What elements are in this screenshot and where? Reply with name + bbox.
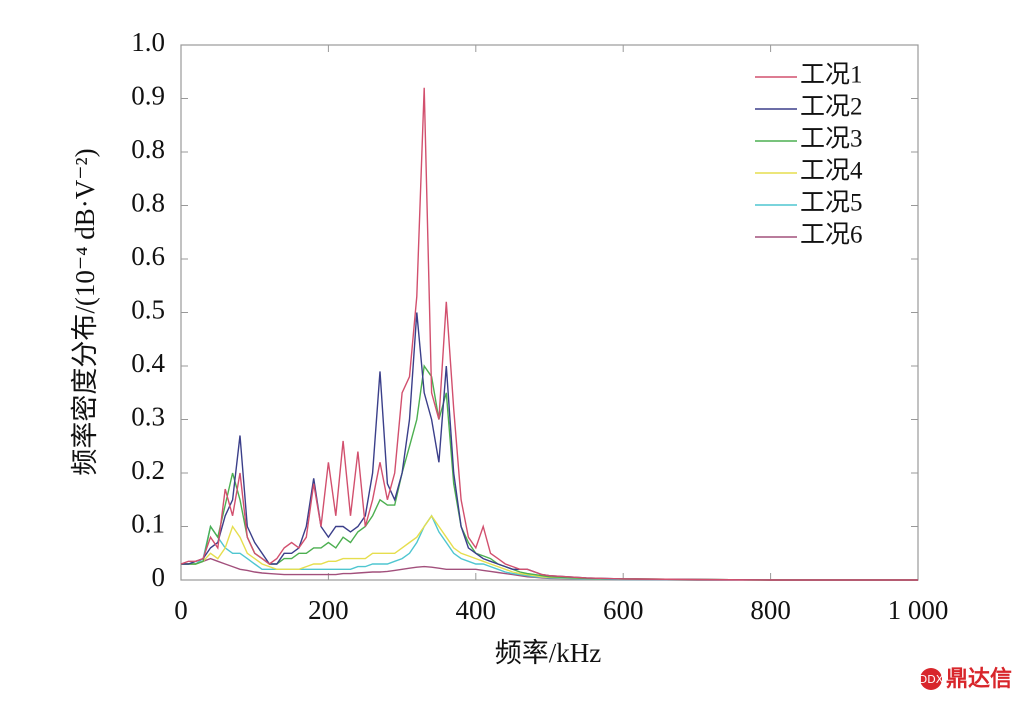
watermark-logo: DDX xyxy=(919,668,944,690)
watermark: 鼎达信 xyxy=(946,666,1012,692)
y-tick-label: 0.9 xyxy=(131,81,165,111)
series-line xyxy=(181,557,918,581)
series-line xyxy=(180,87,918,581)
y-tick-label: 0.8 xyxy=(131,134,165,164)
y-tick-label: 0.5 xyxy=(131,295,165,325)
legend-label: 工况4 xyxy=(800,158,863,185)
y-tick-label: 0.4 xyxy=(131,348,165,378)
svg-text:DDX: DDX xyxy=(919,673,944,686)
legend-label: 工况3 xyxy=(800,126,863,153)
y-tick-label: 0.8 xyxy=(131,188,165,218)
legend-label: 工况5 xyxy=(800,190,863,217)
legend-label: 工况1 xyxy=(800,62,863,89)
y-axis-label: 频率密度分布/(10⁻⁴ dB·V⁻²) xyxy=(70,148,100,475)
series-line xyxy=(181,312,918,581)
x-tick-label: 0 xyxy=(174,595,188,625)
x-tick-label: 600 xyxy=(603,595,644,625)
y-tick-label: 0.6 xyxy=(131,241,165,271)
y-tick-label: 0 xyxy=(152,562,166,592)
x-axis-label: 频率/kHz xyxy=(495,638,601,668)
y-tick-label: 0.3 xyxy=(131,402,165,432)
y-tick-label: 0.1 xyxy=(131,509,165,539)
y-tick-label: 0.2 xyxy=(131,455,165,485)
legend-label: 工况2 xyxy=(800,94,863,121)
x-tick-label: 800 xyxy=(750,595,791,625)
legend-label: 工况6 xyxy=(800,222,863,249)
x-tick-label: 200 xyxy=(308,595,349,625)
series-line xyxy=(181,514,918,581)
series-line xyxy=(181,364,918,581)
y-tick-label: 1.0 xyxy=(131,27,165,57)
x-tick-label: 1 000 xyxy=(888,595,949,625)
series-line xyxy=(181,514,918,581)
x-tick-label: 400 xyxy=(456,595,497,625)
